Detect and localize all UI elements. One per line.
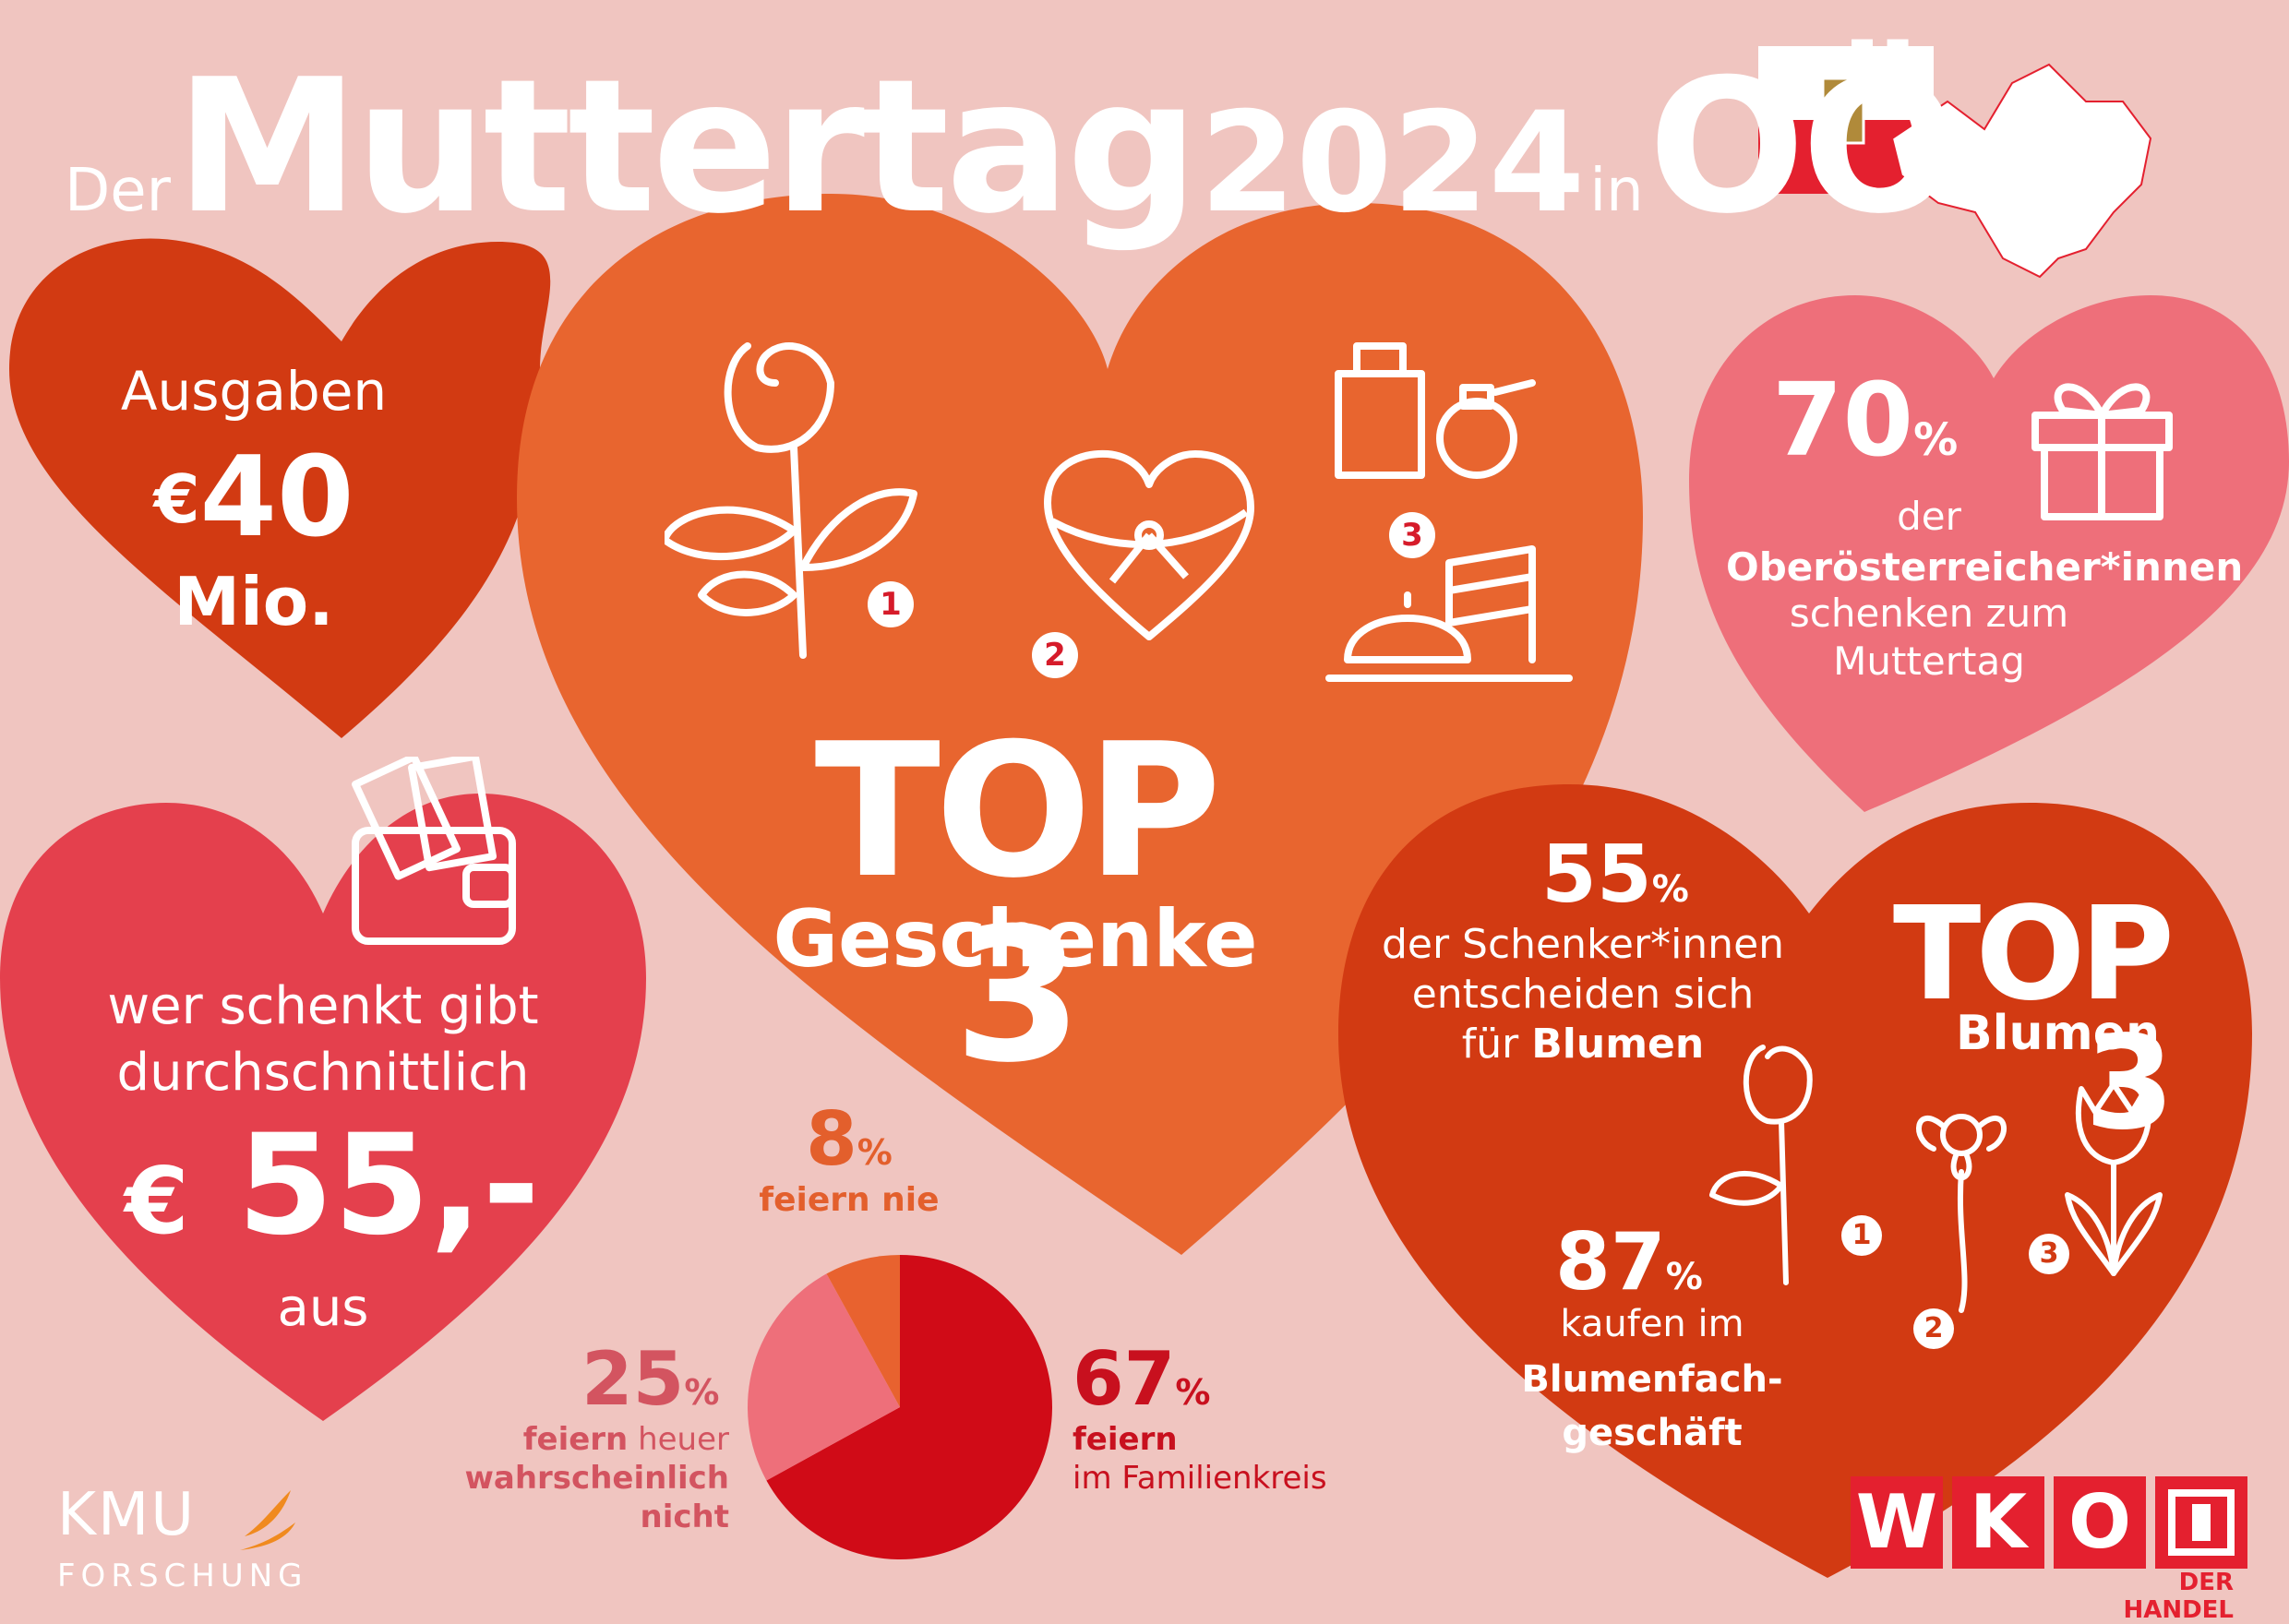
page-title: Der Muttertag 2024 in OÖ <box>65 55 1959 240</box>
average-line1: wer schenkt gibt <box>107 976 539 1036</box>
wko-logo-o: O <box>2054 1476 2146 1569</box>
pie-label-25-line2: wahrscheinlich <box>464 1460 729 1497</box>
pie-label-8-value: 8% <box>720 1103 978 1176</box>
heart-gift-box-icon <box>1044 449 1254 640</box>
wko-emblem-icon <box>2155 1476 2247 1569</box>
kmu-logo-line1: KMU <box>57 1481 197 1549</box>
gift-icon <box>2031 383 2173 520</box>
gift-share-unit: % <box>1913 414 1959 466</box>
title-year: 2024 <box>1199 83 1586 244</box>
gift-share-value: 70% <box>1772 369 1958 471</box>
gift-rank-2: 2 <box>1032 632 1078 678</box>
pie-8-unit: % <box>857 1132 893 1173</box>
flower-share-line3-pre: für <box>1461 1021 1519 1068</box>
average-line2: durchschnittlich <box>116 1043 530 1103</box>
tulip-icon <box>2065 1081 2163 1276</box>
flower-share-line1: der Schenker*innen <box>1381 921 1785 968</box>
pie-25-number: 25 <box>581 1336 685 1422</box>
flower-rank-2: 2 <box>1913 1308 1954 1349</box>
top-flowers-title: TOP 3 <box>1892 879 2175 1159</box>
pie-label-25-value: 25% <box>581 1343 719 1416</box>
pie-label-25-line3: nicht <box>640 1499 729 1535</box>
wko-logo-k: K <box>1952 1476 2044 1569</box>
average-suffix: aus <box>277 1278 369 1338</box>
flower-share-number: 55 <box>1541 829 1652 921</box>
flower-rank-3: 3 <box>2029 1234 2069 1274</box>
flower-share-line3-bold: Blumen <box>1531 1021 1705 1068</box>
pie-25-rest: heuer <box>638 1421 729 1458</box>
flower-rose-icon <box>1709 1045 1813 1285</box>
average-amount: 55,- <box>236 1105 540 1266</box>
pie-slice-8 <box>826 1255 900 1407</box>
pie-label-8-text: feiern nie <box>759 1181 940 1219</box>
spending-value: €40 <box>74 443 434 554</box>
spending-label: Ausgaben <box>120 360 388 423</box>
pie-label-67-line2: im Familienkreis <box>1073 1460 1327 1497</box>
pie-67-number: 67 <box>1073 1336 1176 1422</box>
pie-25-bold: feiern <box>522 1421 629 1458</box>
pie-25-unit: % <box>684 1372 720 1413</box>
gift-share-heart <box>1689 295 2289 812</box>
gift-rank-1: 1 <box>868 581 914 627</box>
flower-shop-number: 87 <box>1555 1216 1666 1308</box>
pie-label-67-value: 67% <box>1073 1343 1210 1416</box>
kmu-logo-line2: FORSCHUNG <box>57 1558 308 1594</box>
flower-share-line2: entscheiden sich <box>1411 971 1755 1018</box>
flower-share-line3: für Blumen <box>1366 1021 1800 1068</box>
wallet-icon <box>352 757 516 945</box>
celebration-pie-chart <box>748 1255 1052 1559</box>
pie-label-67-line1: feiern <box>1073 1421 1178 1458</box>
gift-share-line4: Muttertag <box>1833 639 2025 684</box>
spending-unit: Mio. <box>174 563 334 640</box>
pie-67-unit: % <box>1175 1372 1211 1413</box>
gift-share-line3: schenken zum <box>1789 591 2069 636</box>
gift-share-line1: der <box>1897 494 1961 539</box>
pie-slice-25 <box>748 1273 900 1481</box>
pie-slice-67 <box>766 1255 1052 1559</box>
flower-shop-line1: kaufen im <box>1560 1303 1744 1345</box>
flower-shop-unit: % <box>1665 1256 1703 1298</box>
title-mid: in <box>1589 157 1644 225</box>
spending-heart <box>9 238 551 738</box>
top-gifts-title: TOP 3 <box>814 704 1221 1104</box>
wko-logo-w: W <box>1851 1476 1943 1569</box>
orchid-icon <box>1916 1114 2007 1313</box>
title-region: OÖ <box>1648 40 1959 255</box>
rose-icon <box>665 342 917 659</box>
flower-rank-1: 1 <box>1841 1215 1882 1256</box>
average-value: € 55,- <box>55 1116 609 1255</box>
upper-austria-map-icon <box>1890 63 2152 279</box>
title-pre: Der <box>65 157 171 225</box>
gift-share-line2: Oberösterreicher*innen <box>1726 544 2244 590</box>
gift-share-number: 70 <box>1772 361 1914 479</box>
flower-shop-line2: Blumenfach- <box>1521 1358 1783 1401</box>
average-heart <box>0 794 646 1421</box>
top-flowers-subtitle: Blumen <box>1956 1006 2160 1061</box>
title-main: Muttertag <box>175 40 1199 255</box>
flower-share-unit: % <box>1651 868 1689 911</box>
wko-subtitle: DER HANDEL <box>2123 1569 2234 1624</box>
gift-rank-3: 3 <box>1389 512 1435 558</box>
spending-amount: 40 <box>199 434 354 562</box>
flower-share-value: 55% <box>1541 835 1689 914</box>
top-gifts-subtitle: Geschenke <box>773 893 1258 985</box>
flower-shop-line3: geschäft <box>1562 1412 1743 1454</box>
perfume-and-dining-icon <box>1325 342 1573 682</box>
spending-currency: € <box>153 460 200 538</box>
kmu-leaf-icon <box>240 1490 295 1550</box>
flowers-heart <box>1338 784 2252 1578</box>
average-currency: € <box>125 1147 189 1255</box>
pie-8-number: 8 <box>806 1096 857 1182</box>
flower-shop-value: 87% <box>1555 1223 1703 1302</box>
pie-label-25-line1: feiern heuer <box>406 1421 729 1458</box>
